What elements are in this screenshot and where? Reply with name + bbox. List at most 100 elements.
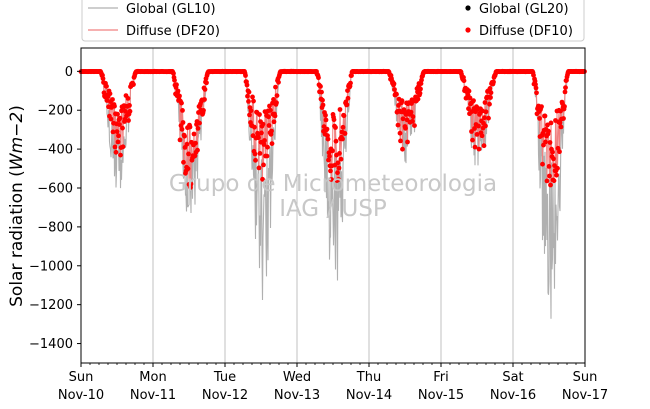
legend-frame [81, 0, 585, 42]
diffuse-df10-point [177, 93, 182, 99]
diffuse-df10-point [418, 81, 424, 86]
diffuse-df10-point [276, 79, 281, 85]
diffuse-df10-point [252, 124, 257, 130]
diffuse-df10-point [415, 96, 421, 102]
legend-label-diffuse-df20: Diffuse (DF20) [126, 24, 220, 39]
diffuse-df10-point [476, 146, 482, 152]
diffuse-df10-point [400, 116, 406, 122]
diffuse-df10-point [330, 148, 335, 154]
diffuse-df10-point [261, 162, 266, 168]
diffuse-df20-line [80, 70, 585, 188]
diffuse-df10-point [548, 182, 553, 188]
y-tick-label: −1000 [29, 259, 73, 274]
diffuse-df10-point [269, 141, 275, 147]
diffuse-df10-point [131, 82, 136, 87]
diffuse-df10-point [558, 108, 563, 114]
diffuse-df10-point [246, 99, 251, 104]
diffuse-df10-point [100, 76, 106, 81]
diffuse-df10-point [545, 122, 550, 128]
diffuse-df10-point [337, 151, 342, 156]
watermark-line-1: Grupo de Micrometeorologia [169, 171, 497, 197]
diffuse-df10-point [558, 124, 564, 130]
diffuse-df10-point [260, 176, 265, 182]
diffuse-df10-point [115, 139, 121, 145]
diffuse-df10-point [488, 90, 494, 96]
diffuse-df10-point [264, 153, 270, 159]
diffuse-df10-point [333, 125, 338, 130]
diffuse-df10-point [400, 146, 405, 152]
diffuse-df10-point [126, 118, 131, 123]
diffuse-df10-point [486, 115, 491, 121]
diffuse-df10-point [539, 104, 544, 109]
diffuse-df10-point [336, 165, 342, 171]
diffuse-df10-point [110, 97, 115, 102]
diffuse-df10-point [482, 115, 487, 121]
diffuse-df10-point [479, 133, 485, 139]
diffuse-df10-point [557, 120, 563, 126]
legend-swatch-diffuse-df10 [465, 27, 471, 33]
y-tick-label: 0 [65, 65, 73, 80]
diffuse-df10-point [127, 108, 133, 114]
diffuse-df10-point [476, 123, 481, 129]
diffuse-df10-point [325, 136, 331, 142]
diffuse-df10-point [533, 82, 538, 87]
diffuse-df10-point [561, 116, 566, 121]
diffuse-df10-point [113, 149, 119, 155]
diffuse-df10-point [244, 82, 250, 88]
diffuse-df10-point [195, 125, 201, 131]
diffuse-df10-point [331, 117, 337, 123]
diffuse-df10-point [340, 136, 345, 142]
diffuse-df10-point [127, 103, 132, 108]
diffuse-df10-point [557, 149, 562, 155]
diffuse-df10-point [120, 125, 125, 131]
diffuse-df10-point [546, 164, 552, 169]
diffuse-df10-point [466, 106, 471, 112]
diffuse-df10-point [272, 113, 278, 119]
x-tick-weekday: Sat [502, 370, 523, 385]
diffuse-df10-point [410, 118, 415, 124]
x-tick-weekday: Fri [433, 370, 449, 385]
diffuse-df10-point [329, 177, 334, 182]
diffuse-df10-point [265, 144, 270, 150]
diffuse-df10-point [256, 135, 261, 141]
diffuse-df10-point [248, 108, 254, 114]
diffuse-df10-point [253, 157, 258, 163]
diffuse-df10-point [118, 152, 123, 158]
legend-swatch-global-gl20 [465, 5, 471, 11]
x-tick-weekday: Thu [356, 370, 381, 385]
diffuse-df10-point [472, 126, 477, 131]
diffuse-df10-point [488, 95, 493, 100]
diffuse-df10-point [182, 133, 187, 139]
diffuse-df10-point [104, 83, 109, 89]
diffuse-df10-point [112, 144, 118, 150]
diffuse-df10-point [251, 98, 256, 104]
diffuse-df10-point [546, 128, 551, 134]
x-tick-date: Nov-10 [58, 388, 104, 403]
y-axis-label: Solar radiation (Wm−2) [7, 105, 27, 307]
diffuse-df10-point [188, 181, 194, 187]
diffuse-df10-point [344, 102, 350, 108]
diffuse-df10-point [186, 151, 191, 157]
y-tick-label: −400 [37, 143, 73, 158]
x-tick-date: Nov-11 [130, 388, 176, 403]
diffuse-df10-point [326, 150, 332, 156]
diffuse-df10-point [531, 72, 536, 78]
diffuse-df10-point [201, 108, 206, 113]
legend: Global (GL10) Diffuse (DF20) Global (GL2… [81, 0, 585, 42]
diffuse-df10-point [547, 140, 553, 145]
diffuse-df10-point [195, 147, 200, 153]
diffuse-df10-point [471, 98, 476, 103]
diffuse-df10-point [335, 160, 341, 166]
diffuse-df10-point [273, 84, 278, 90]
diffuse-df10-point [410, 114, 416, 120]
diffuse-df10-point [470, 137, 475, 143]
diffuse-df10-point [202, 87, 208, 92]
diffuse-df10-point [328, 168, 333, 174]
x-tick-date: Nov-16 [490, 388, 536, 403]
diffuse-df10-point [323, 117, 329, 123]
diffuse-df10-point [550, 149, 555, 155]
diffuse-df10-point [392, 87, 397, 92]
diffuse-df10-point [547, 173, 552, 179]
diffuse-df10-point [125, 96, 131, 101]
diffuse-df10-point [320, 102, 326, 108]
